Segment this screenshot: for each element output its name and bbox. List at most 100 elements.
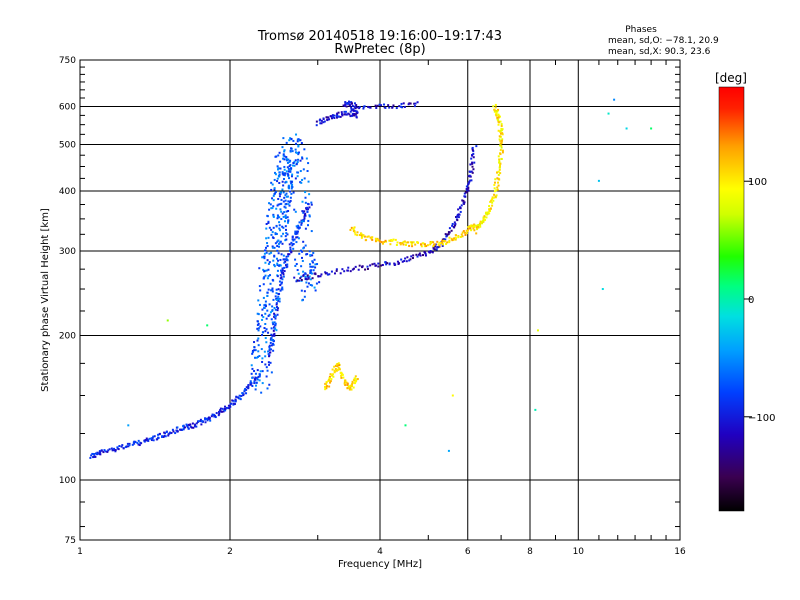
data-point	[337, 111, 340, 114]
data-point	[303, 290, 306, 293]
data-point	[371, 236, 374, 239]
data-point	[473, 161, 476, 164]
data-point	[358, 106, 361, 109]
data-point	[601, 288, 604, 291]
data-point	[285, 192, 288, 195]
data-point	[330, 378, 333, 381]
data-point	[268, 208, 271, 211]
data-point	[454, 234, 457, 237]
data-point	[325, 272, 328, 275]
data-point	[272, 279, 275, 282]
data-point	[270, 251, 273, 254]
data-point	[253, 380, 256, 383]
data-point	[386, 262, 389, 265]
data-point	[218, 412, 221, 415]
data-point	[293, 208, 296, 211]
data-point	[411, 241, 414, 244]
data-point	[380, 264, 383, 267]
data-point	[295, 241, 298, 244]
colorbar: [deg] 100 0 −100	[715, 71, 775, 512]
data-point	[495, 113, 498, 116]
data-point	[281, 288, 284, 291]
data-point	[476, 228, 479, 231]
data-point	[308, 206, 311, 209]
data-point	[288, 201, 291, 204]
colorbar-ticks: 100 0 −100	[744, 177, 775, 424]
data-point	[399, 242, 402, 245]
data-point	[232, 399, 235, 402]
data-point	[434, 243, 437, 246]
data-point	[473, 224, 476, 227]
data-point	[369, 264, 372, 267]
data-point	[433, 243, 436, 246]
data-point	[441, 243, 444, 246]
data-point	[498, 135, 501, 138]
data-point	[98, 450, 101, 453]
data-point	[220, 410, 223, 413]
data-point	[278, 227, 281, 230]
data-point	[625, 127, 628, 130]
axis-ticks: 1 2 4 6 8 10 16 75 100 200 300 400 500 600 750	[59, 56, 686, 557]
data-point	[339, 372, 342, 375]
data-point	[257, 344, 260, 347]
data-point	[412, 241, 415, 244]
data-point	[267, 275, 270, 278]
data-point	[496, 171, 499, 174]
data-point	[162, 435, 165, 438]
data-point	[448, 241, 451, 244]
data-point	[298, 139, 301, 142]
data-point	[325, 116, 328, 119]
data-point	[313, 286, 316, 289]
data-point	[275, 207, 278, 210]
data-point	[263, 255, 266, 258]
data-point	[284, 181, 287, 184]
data-point	[278, 181, 281, 184]
data-point	[291, 183, 294, 186]
data-point	[281, 242, 284, 245]
data-point	[294, 177, 297, 180]
data-point	[307, 180, 310, 183]
data-point	[261, 370, 264, 373]
data-point	[283, 168, 286, 171]
data-point	[237, 396, 240, 399]
data-point	[297, 237, 300, 240]
data-point	[255, 356, 258, 359]
data-point	[150, 437, 153, 440]
data-point	[347, 266, 350, 269]
data-point	[350, 226, 353, 229]
data-point	[381, 242, 384, 245]
data-point	[497, 178, 500, 181]
data-point	[256, 320, 259, 323]
data-point	[406, 256, 409, 259]
x-tick-label: 10	[573, 547, 585, 557]
data-point	[416, 241, 419, 244]
data-point	[398, 105, 401, 108]
data-point	[199, 418, 202, 421]
data-point	[269, 341, 272, 344]
data-point	[278, 264, 281, 267]
data-point	[309, 283, 312, 286]
data-point	[251, 349, 254, 352]
data-point	[278, 216, 281, 219]
data-point	[257, 350, 260, 353]
data-point	[277, 295, 280, 298]
data-point	[311, 254, 314, 257]
data-point	[498, 168, 501, 171]
data-point	[274, 322, 277, 325]
data-point	[280, 253, 283, 256]
data-point	[441, 244, 444, 247]
data-point	[296, 269, 299, 272]
data-point	[496, 188, 499, 191]
data-point	[286, 233, 289, 236]
data-point	[344, 113, 347, 116]
data-point	[282, 226, 285, 229]
data-point	[500, 129, 503, 132]
data-point	[272, 226, 275, 229]
data-point	[288, 243, 291, 246]
data-point	[258, 379, 261, 382]
data-point	[331, 368, 334, 371]
data-point	[303, 295, 306, 298]
data-point	[319, 275, 322, 278]
data-point	[350, 108, 353, 111]
data-point	[285, 141, 288, 144]
